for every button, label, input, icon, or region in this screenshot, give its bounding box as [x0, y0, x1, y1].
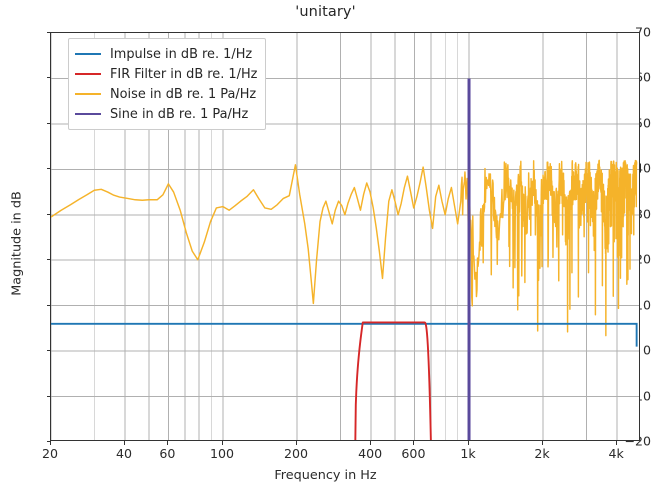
- x-tick-label: 1k: [460, 446, 476, 461]
- y-tick-mark: [46, 122, 50, 124]
- y-tick-mark: [46, 395, 50, 397]
- legend-label: FIR Filter in dB re. 1/Hz: [110, 66, 258, 82]
- chart-title: 'unitary': [295, 4, 356, 20]
- y-tick-mark: [46, 213, 50, 215]
- legend-label: Impulse in dB re. 1/Hz: [110, 46, 253, 62]
- legend-item[interactable]: Impulse in dB re. 1/Hz: [75, 44, 257, 64]
- legend-item[interactable]: Sine in dB re. 1 Pa/Hz: [75, 104, 257, 124]
- legend-label: Noise in dB re. 1 Pa/Hz: [110, 86, 257, 102]
- legend-color-swatch: [75, 72, 101, 76]
- y-tick-mark: [46, 441, 50, 442]
- y-tick-mark: [46, 304, 50, 306]
- y-tick-mark: [46, 350, 50, 352]
- legend-label: Sine in dB re. 1 Pa/Hz: [110, 106, 249, 122]
- x-tick-label: 100: [209, 446, 234, 461]
- x-tick-label: 400: [358, 446, 383, 461]
- legend-color-swatch: [75, 112, 101, 116]
- legend-item[interactable]: FIR Filter in dB re. 1/Hz: [75, 64, 257, 84]
- x-tick-label: 40: [116, 446, 133, 461]
- x-tick-mark: [124, 441, 126, 445]
- x-tick-mark: [542, 441, 544, 445]
- x-tick-mark: [370, 441, 372, 445]
- x-tick-label: 2k: [534, 446, 550, 461]
- x-tick-label: 20: [41, 446, 59, 461]
- y-tick-mark: [46, 32, 50, 33]
- x-tick-mark: [413, 441, 415, 445]
- y-axis-label: Magnitude in dB: [9, 191, 25, 296]
- x-tick-label: 4k: [608, 446, 624, 461]
- x-tick-mark: [167, 441, 169, 445]
- x-tick-mark: [221, 441, 223, 445]
- x-tick-mark: [468, 441, 470, 445]
- legend-color-swatch: [75, 92, 101, 96]
- y-tick-mark: [46, 259, 50, 261]
- x-tick-mark: [296, 441, 298, 445]
- x-tick-mark: [50, 441, 51, 445]
- data-series-layer: [51, 78, 638, 440]
- x-axis-label: Frequency in Hz: [274, 468, 377, 483]
- y-tick-mark: [46, 77, 50, 79]
- y-tick-mark: [46, 168, 50, 170]
- x-tick-label: 60: [159, 446, 176, 461]
- x-tick-label: 200: [284, 446, 309, 461]
- x-tick-mark: [616, 441, 618, 445]
- chart-legend: Impulse in dB re. 1/Hz FIR Filter in dB r…: [68, 38, 267, 130]
- x-tick-label: 600: [401, 446, 426, 461]
- y-tick-label: 0: [642, 342, 651, 358]
- legend-color-swatch: [75, 52, 101, 56]
- legend-item[interactable]: Noise in dB re. 1 Pa/Hz: [75, 84, 257, 104]
